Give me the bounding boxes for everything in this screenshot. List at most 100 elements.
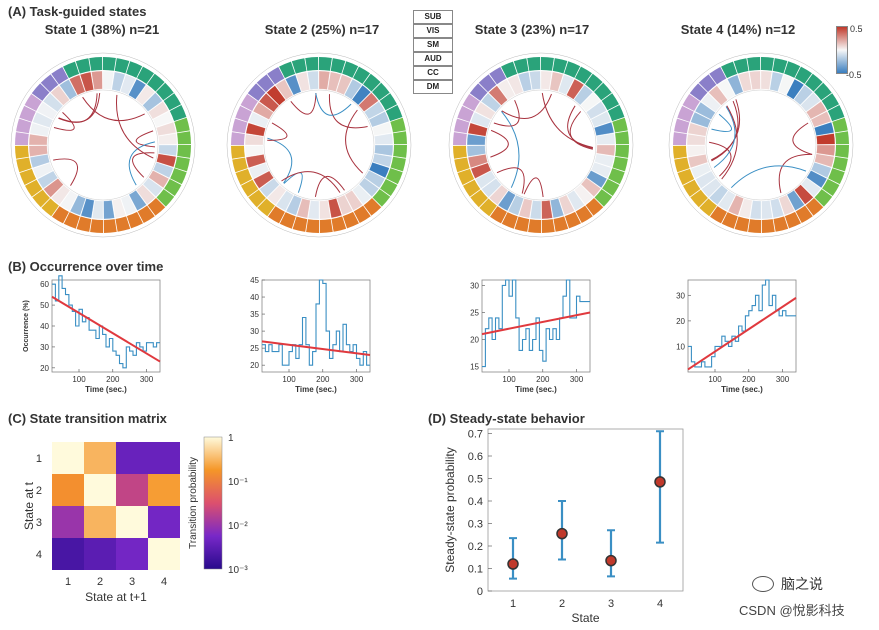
- y-tick-label: 35: [250, 310, 259, 319]
- heat-cell: [42, 92, 64, 113]
- network-segment: [319, 219, 333, 233]
- panel-a-label: (A) Task-guided states: [8, 4, 147, 19]
- heat-cell: [466, 145, 486, 157]
- connection-chord: [82, 96, 145, 122]
- colorbar-tick-label: 10⁻²: [228, 521, 248, 532]
- network-segment: [835, 145, 849, 158]
- network-segment: [608, 168, 625, 185]
- heat-cell: [79, 71, 94, 92]
- heat-cell: [372, 153, 393, 168]
- connection-chord: [490, 129, 509, 158]
- network-segment: [156, 189, 175, 207]
- network-segment: [330, 58, 346, 74]
- heat-cell: [497, 79, 516, 100]
- heatmap-cell: [52, 538, 84, 570]
- y-tick-label: 40: [40, 322, 49, 331]
- network-segment: [677, 105, 694, 122]
- connection-chord: [132, 152, 155, 178]
- y-tick-label: 0.4: [468, 496, 483, 508]
- network-segment: [16, 157, 32, 173]
- heat-cell: [319, 200, 331, 220]
- heat-cell: [352, 184, 372, 205]
- heat-cell: [596, 133, 616, 145]
- heat-cell: [529, 200, 542, 220]
- heat-cell: [327, 71, 342, 92]
- heat-cell: [690, 111, 712, 128]
- network-segment: [353, 66, 371, 84]
- network-segment: [342, 61, 359, 78]
- y-tick-label: 10: [676, 342, 685, 351]
- heat-cell: [128, 190, 147, 211]
- network-segment: [575, 205, 593, 224]
- network-segment: [267, 206, 285, 224]
- heat-cell: [358, 92, 379, 112]
- network-segment: [385, 105, 403, 122]
- network-segment: [156, 82, 174, 101]
- network-segment: [319, 57, 332, 71]
- heat-cell: [120, 74, 137, 96]
- x-tick-label: 2: [97, 576, 103, 588]
- network-segment: [32, 189, 50, 208]
- state-1-circle-plot: [10, 52, 196, 238]
- connection-chord: [314, 176, 345, 197]
- network-segment: [607, 105, 625, 122]
- network-segment: [733, 58, 749, 74]
- heat-cell: [374, 144, 394, 157]
- x-tick-label: 200: [106, 375, 120, 384]
- heat-cell: [374, 133, 394, 145]
- network-segment: [698, 74, 717, 92]
- network-segment: [615, 145, 629, 158]
- heat-cell: [148, 101, 169, 120]
- heat-cell: [368, 111, 390, 128]
- connection-chord: [267, 122, 288, 141]
- heat-cell: [558, 74, 575, 96]
- y-tick-label: 25: [250, 344, 259, 353]
- heat-cell: [253, 170, 274, 189]
- heat-cell: [244, 145, 264, 157]
- outer-label-ring: [448, 52, 634, 238]
- plot-frame: [487, 428, 684, 592]
- inner-ring: [485, 89, 597, 201]
- network-segment: [90, 219, 103, 233]
- y-tick-label: 20: [676, 317, 685, 326]
- heat-cell: [466, 133, 486, 146]
- network-segment: [235, 105, 252, 122]
- heat-cell: [148, 170, 170, 189]
- heat-cell: [814, 153, 835, 168]
- network-segment: [457, 105, 474, 122]
- heat-cell: [727, 194, 744, 216]
- heat-cell: [806, 101, 827, 120]
- heat-cell: [769, 71, 784, 92]
- y-tick-label: 1: [36, 453, 42, 465]
- transition-colorbar: [203, 436, 223, 570]
- connection-chord: [778, 153, 813, 194]
- network-segment: [677, 168, 695, 185]
- heat-cell: [574, 184, 594, 205]
- heat-cell: [778, 194, 795, 216]
- heat-cell: [701, 178, 722, 198]
- x-axis-label: State: [571, 611, 599, 625]
- connection-chord: [711, 113, 732, 133]
- legend-cc: CC: [413, 66, 453, 80]
- heatmap-cell: [148, 506, 180, 538]
- y-tick-label: 0.6: [468, 451, 483, 463]
- y-tick-label: 15: [470, 363, 479, 372]
- x-tick-label: 100: [502, 375, 516, 384]
- heat-cell: [760, 70, 773, 90]
- heat-cell: [245, 154, 266, 169]
- heat-cell: [690, 162, 712, 179]
- heat-cell: [307, 70, 319, 90]
- network-segment: [575, 66, 593, 84]
- heat-cell: [69, 194, 86, 216]
- heat-cell: [152, 111, 174, 128]
- heat-cell: [156, 121, 177, 136]
- trend-line: [687, 297, 797, 371]
- heat-cell: [295, 71, 310, 92]
- y-tick-label: 30: [40, 343, 49, 352]
- legend-dm: DM: [413, 80, 453, 94]
- network-segment: [232, 157, 248, 173]
- steady-state-point: [654, 476, 666, 488]
- heat-cell: [761, 200, 773, 220]
- heat-cell: [142, 177, 164, 198]
- network-segment: [256, 74, 275, 92]
